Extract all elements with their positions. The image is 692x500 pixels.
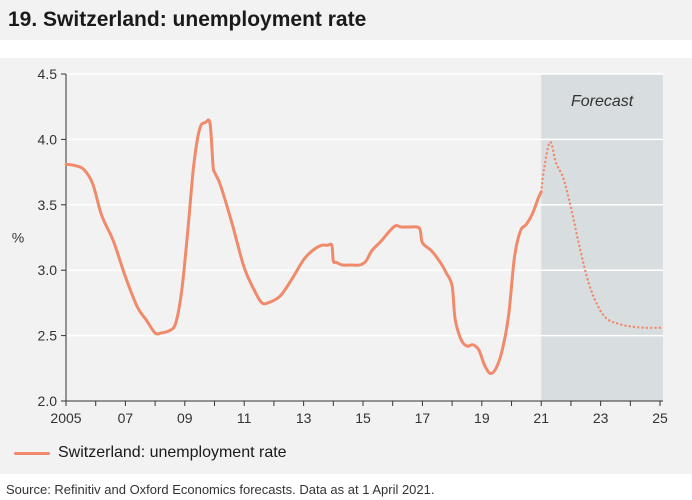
legend-swatch xyxy=(14,451,50,455)
y-tick-label: 2.0 xyxy=(38,393,58,409)
axes xyxy=(61,73,663,406)
x-tick-label: 17 xyxy=(415,410,431,426)
x-tick-label: 19 xyxy=(474,410,490,426)
forecast-series-line xyxy=(540,140,662,330)
source-note: Source: Refinitiv and Oxford Economics f… xyxy=(6,482,435,497)
y-tick-label: 3.5 xyxy=(38,197,58,213)
y-axis-label: % xyxy=(12,230,24,246)
forecast-label: Forecast xyxy=(571,93,634,110)
forecast-region: Forecast xyxy=(541,74,663,401)
x-tick-label: 11 xyxy=(237,410,252,426)
y-tick-label: 3.0 xyxy=(38,262,58,278)
forecast-band xyxy=(541,74,663,401)
x-tick-label: 15 xyxy=(355,410,371,426)
y-tick-label: 4.0 xyxy=(38,131,58,147)
x-tick-label: 25 xyxy=(652,410,668,426)
chart-title: 19. Switzerland: unemployment rate xyxy=(8,8,367,31)
x-tick-label: 21 xyxy=(533,410,549,426)
line-chart: Forecast 2.0 2.5 3.0 3.5 4.0 4.5 2005 07 09 11 13 1… xyxy=(12,66,668,426)
gridlines xyxy=(66,73,663,337)
series-lines xyxy=(64,118,662,376)
x-tick-label: 07 xyxy=(118,410,134,426)
unemployment-series-line xyxy=(64,118,543,376)
x-tick-label: 09 xyxy=(177,410,193,426)
x-tick-label: 13 xyxy=(296,410,312,426)
legend: Switzerland: unemployment rate xyxy=(14,442,287,464)
y-tick-label: 4.5 xyxy=(38,66,58,82)
x-tick-label: 23 xyxy=(593,410,609,426)
title-bar: 19. Switzerland: unemployment rate xyxy=(0,0,692,40)
x-tick-label: 2005 xyxy=(50,410,81,426)
y-tick-label: 2.5 xyxy=(38,328,58,344)
tick-labels: 2.0 2.5 3.0 3.5 4.0 4.5 2005 07 09 11 13 15 17 19 21 23… xyxy=(12,66,668,426)
legend-label: Switzerland: unemployment rate xyxy=(58,444,287,461)
